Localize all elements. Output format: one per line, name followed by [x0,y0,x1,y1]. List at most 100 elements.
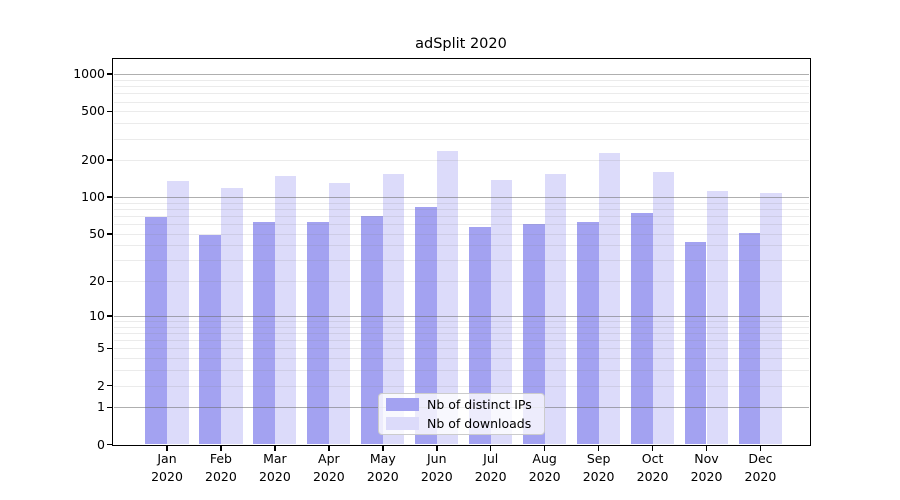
x-axis-tick-mark [705,446,708,452]
gridline-minor [113,245,809,247]
x-axis-tick-mark [759,446,762,452]
y-axis-tick-mark [107,315,112,317]
legend: Nb of distinct IPs Nb of downloads [378,393,545,435]
legend-swatch-downloads [386,417,419,430]
bar-distinct-ips-jul [469,226,491,445]
y-axis-tick-mark [107,347,112,350]
gridline-minor [113,138,809,140]
legend-label-downloads: Nb of downloads [427,416,532,431]
bar-downloads-mar [274,176,297,445]
gridline-minor [113,385,809,387]
y-axis-tick-mark [107,73,112,76]
y-axis-tick-label: 2 [97,377,105,393]
gridline-minor [113,321,809,323]
gridline-minor [113,79,809,81]
x-axis-tick-mark [489,446,492,452]
gridline-minor [113,208,809,210]
gridline-minor [113,216,809,218]
gridline-minor [113,233,809,235]
gridline-minor [113,348,809,350]
y-axis-tick-label: 10 [89,307,105,323]
y-axis-tick-mark [107,443,112,446]
gridline-major [113,315,809,317]
x-axis-tick-label: Feb 2020 [205,451,237,484]
x-axis-tick-mark [220,446,222,452]
x-axis-tick-mark [597,446,600,452]
gridline-major [113,74,809,76]
x-axis-tick-mark [543,446,546,452]
bar-downloads-jan [167,181,189,445]
bar-distinct-ips-jun [415,207,437,445]
x-axis-tick-mark [651,446,654,452]
x-axis-tick-mark [166,446,168,452]
y-axis-tick-label: 5 [97,340,105,356]
x-axis-tick-label: Dec 2020 [744,451,777,484]
bar-downloads-oct [652,172,675,445]
x-axis-tick-label: Nov 2020 [690,451,723,484]
bar-distinct-ips-oct [630,213,653,445]
y-axis-tick-label: 0 [97,436,105,452]
gridline-major [113,197,809,199]
y-axis-tick-mark [107,110,112,113]
bar-distinct-ips-aug [523,224,545,445]
y-axis-tick-mark [107,196,112,198]
y-axis-tick-label: 1000 [73,66,105,82]
gridline-minor [113,370,809,372]
x-axis-tick-label: May 2020 [366,451,399,484]
bar-downloads-sep [598,152,621,445]
bar-distinct-ips-may [361,216,383,445]
x-axis-tick-mark [435,446,438,452]
gridline-minor [113,358,809,360]
legend-swatch-distinct-ips [386,398,419,411]
legend-item-downloads: Nb of downloads [386,416,536,431]
bar-downloads-jun [436,150,459,445]
gridline-minor [113,93,809,95]
y-axis-tick-label: 50 [89,225,105,241]
y-axis-tick-label: 500 [81,103,105,119]
x-axis-tick-label: Jul 2020 [474,451,507,484]
gridline-minor [113,326,809,328]
x-axis-tick-mark [274,446,276,452]
chart-title: adSplit 2020 [415,36,507,52]
gridline-minor [113,111,809,113]
x-axis-tick-label: Sep 2020 [582,451,615,484]
bar-downloads-nov [706,191,729,445]
x-axis-tick-mark [328,446,330,452]
y-axis-tick-label: 1 [97,399,105,415]
bar-distinct-ips-apr [307,221,329,445]
x-axis-tick-label: Jan 2020 [151,451,183,484]
bar-downloads-apr [328,183,351,445]
y-axis-tick-mark [107,406,112,409]
y-axis-tick-mark [107,159,112,162]
gridline-minor [113,160,809,162]
gridline-minor [113,260,809,262]
bar-distinct-ips-sep [577,222,599,445]
bar-downloads-dec [760,193,783,445]
bar-downloads-may [382,173,405,445]
gridline-minor [113,101,809,103]
x-axis-tick-label: Oct 2020 [636,451,669,484]
x-axis-tick-label: Aug 2020 [528,451,561,484]
gridline-minor [113,281,809,283]
x-axis-tick-label: Jun 2020 [420,451,453,484]
y-axis-tick-mark [107,384,112,387]
x-axis-tick-label: Apr 2020 [312,451,345,484]
gridline-minor [113,333,809,335]
x-axis-tick-label: Mar 2020 [258,451,291,484]
bar-downloads-jul [490,180,513,445]
gridline-minor [113,224,809,226]
bar-distinct-ips-nov [684,241,707,445]
bar-downloads-aug [544,173,567,445]
y-axis-tick-label: 200 [81,152,105,168]
y-axis-tick-mark [107,232,112,235]
y-axis-tick-label: 100 [81,189,105,205]
bar-distinct-ips-feb [199,234,221,445]
bar-distinct-ips-dec [738,232,761,445]
bar-distinct-ips-mar [253,222,275,445]
legend-label-distinct-ips: Nb of distinct IPs [427,397,532,412]
x-axis-tick-mark [382,446,384,452]
gridline-minor [113,202,809,204]
gridline-minor [113,86,809,88]
y-axis-tick-mark [107,280,112,283]
